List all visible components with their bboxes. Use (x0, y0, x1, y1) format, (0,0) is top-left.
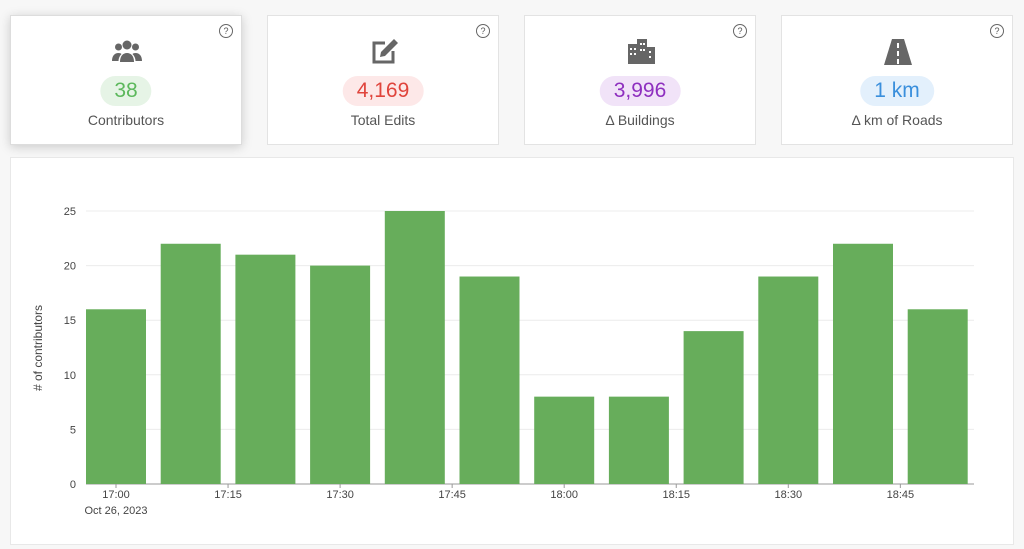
bar (235, 254, 296, 484)
edit-icon (372, 39, 398, 64)
x-date-label: Oct 26, 2023 (85, 505, 148, 517)
stat-value: 38 (100, 76, 152, 106)
help-icon[interactable]: ? (219, 24, 233, 38)
bar (310, 265, 371, 484)
stat-card: 4,169 Total Edits ? (267, 15, 499, 145)
stat-card: 3,996 Δ Buildings ? (524, 15, 756, 145)
bar (384, 211, 445, 484)
bar (758, 276, 819, 484)
stat-value: 3,996 (599, 76, 681, 106)
stat-label: Δ Buildings (605, 112, 675, 128)
road-icon (884, 39, 912, 65)
stat-card: 1 km Δ km of Roads ? (781, 15, 1013, 145)
x-tick-label: 18:00 (550, 489, 578, 501)
building-icon (628, 39, 655, 64)
y-tick-label: 5 (70, 424, 76, 436)
x-tick-label: 18:15 (662, 489, 690, 501)
y-tick-label: 0 (70, 479, 76, 491)
help-icon[interactable]: ? (733, 24, 747, 38)
y-tick-label: 20 (64, 261, 76, 273)
x-tick-label: 18:30 (775, 489, 803, 501)
x-tick-label: 17:30 (326, 489, 354, 501)
stat-card: 38 Contributors ? (10, 15, 242, 145)
stat-label: Contributors (87, 112, 165, 128)
stat-value: 4,169 (342, 76, 424, 106)
y-tick-label: 25 (64, 206, 76, 218)
help-icon[interactable]: ? (476, 24, 490, 38)
x-tick-label: 17:45 (438, 489, 466, 501)
x-tick-label: 18:45 (887, 489, 915, 501)
stat-label: Δ km of Roads (851, 112, 943, 128)
bar (86, 309, 146, 484)
bar (683, 331, 744, 484)
y-tick-label: 15 (64, 315, 76, 327)
users-icon (112, 40, 142, 62)
y-axis-label: # of contributors (31, 305, 45, 391)
bar (833, 243, 893, 484)
y-tick-label: 10 (64, 370, 76, 382)
x-tick-label: 17:15 (214, 489, 242, 501)
bar (907, 309, 968, 484)
bar (608, 396, 669, 484)
x-tick-label: 17:00 (102, 489, 130, 501)
bar (534, 396, 595, 484)
help-icon[interactable]: ? (990, 24, 1004, 38)
stat-value: 1 km (860, 76, 934, 106)
bar (160, 243, 221, 484)
bar (459, 276, 520, 484)
stat-label: Total Edits (350, 112, 416, 128)
